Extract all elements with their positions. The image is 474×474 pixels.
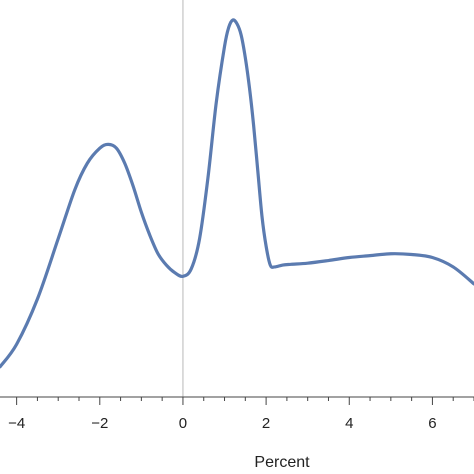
x-tick-label: 0	[179, 415, 187, 432]
x-ticks: −4 −2 0 2 4 6	[8, 397, 474, 432]
x-tick-label: 6	[428, 415, 436, 432]
density-curve	[0, 18, 474, 369]
x-tick-label: 4	[345, 415, 353, 432]
x-tick-label: −2	[91, 415, 108, 432]
x-tick-label: −4	[8, 415, 25, 432]
x-tick-label: 2	[262, 415, 270, 432]
x-axis-title: Percent	[254, 454, 310, 471]
